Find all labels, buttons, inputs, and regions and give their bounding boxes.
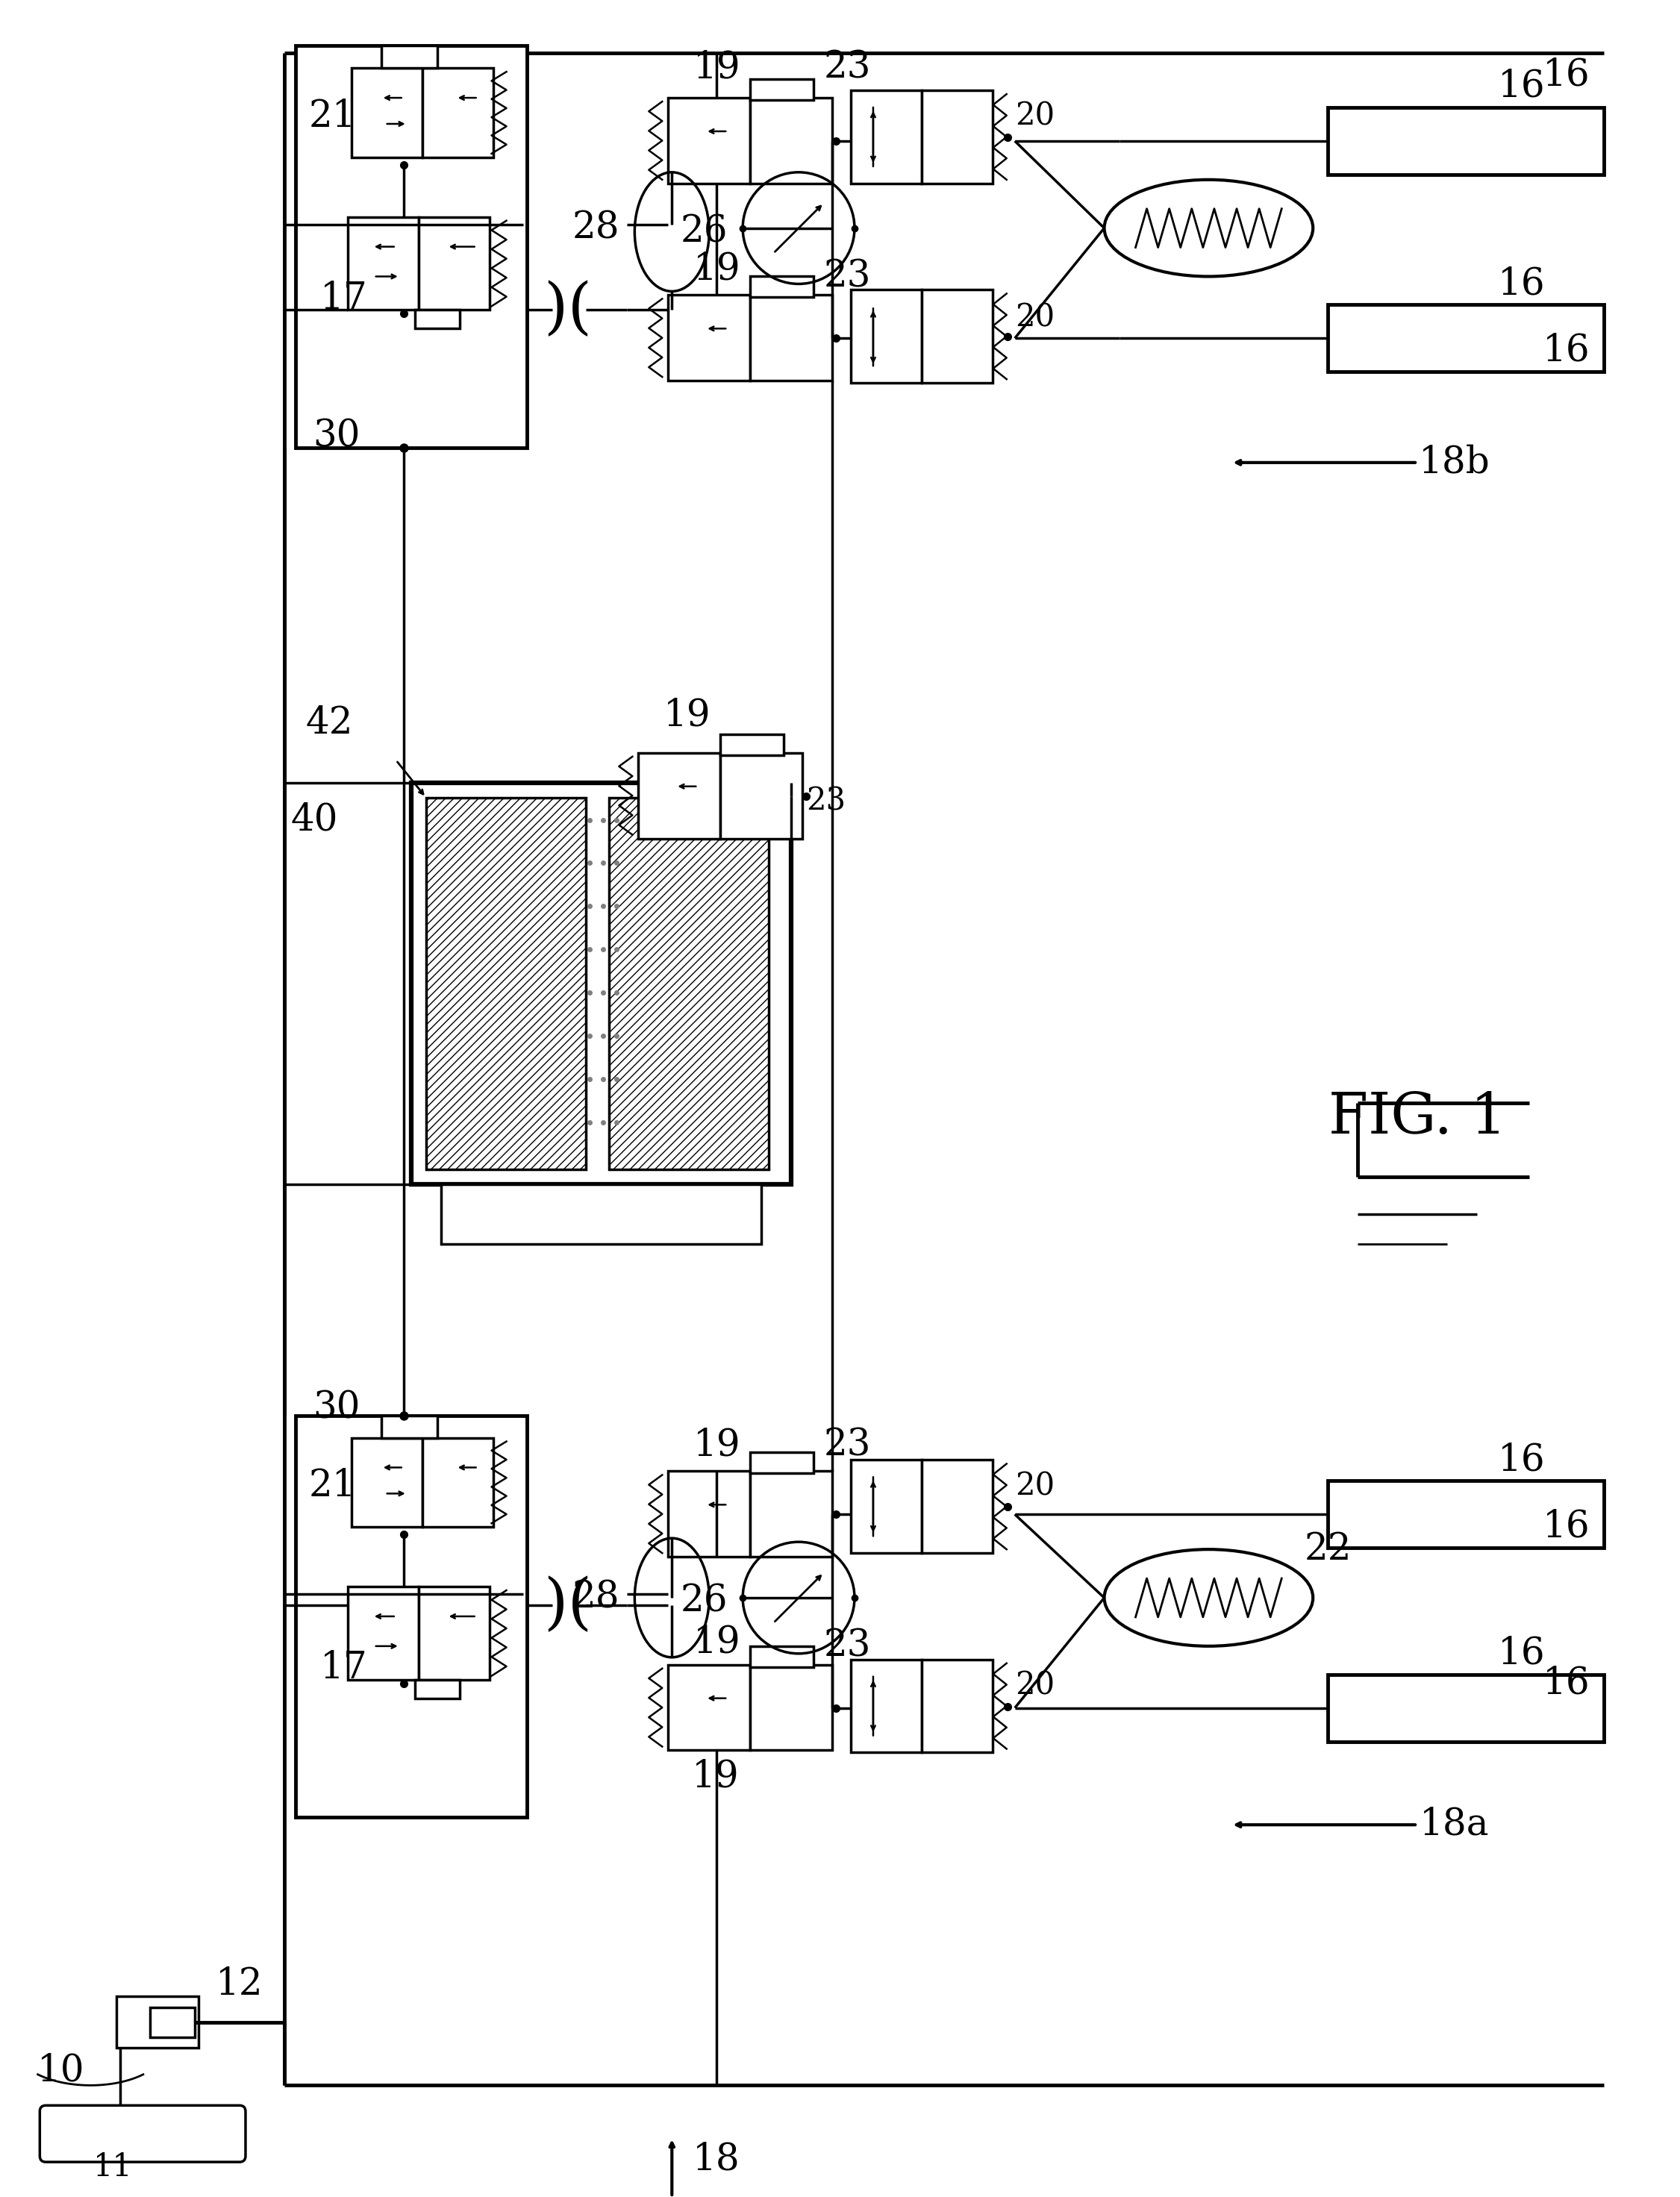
Text: 17: 17 [321,1650,368,1687]
Text: )(: )( [543,279,591,341]
Text: 23: 23 [823,1426,870,1463]
Text: 19: 19 [692,250,741,288]
Text: 30: 30 [312,1389,360,1426]
Text: 18: 18 [692,2142,741,2177]
Bar [1327,1674,1604,1742]
Bar [751,99,832,182]
Text: 16: 16 [1499,266,1546,303]
Bar [751,277,813,297]
Text: 20: 20 [1015,101,1055,132]
Text: 42: 42 [306,705,353,743]
Bar [669,1472,751,1558]
Text: 23: 23 [823,1628,870,1665]
Bar [922,1659,993,1753]
Bar [751,294,832,380]
Bar [850,1659,922,1753]
Text: 18a: 18a [1420,1806,1490,1843]
Text: 19: 19 [692,51,741,86]
Text: 16: 16 [1499,68,1546,105]
Bar [638,754,721,839]
Bar [1327,1481,1604,1549]
Bar [422,1437,492,1527]
Bar [116,1997,198,2048]
Text: 11: 11 [92,2151,133,2184]
Text: 20: 20 [1015,1470,1055,1503]
Bar [418,1586,489,1681]
Text: 19: 19 [692,1758,739,1795]
Text: 19: 19 [692,1624,741,1661]
Bar [669,294,751,380]
Text: 18b: 18b [1420,444,1490,481]
Bar [922,1461,993,1553]
Text: 19: 19 [692,1426,741,1463]
Bar [751,1646,813,1668]
Text: 17: 17 [321,281,368,316]
Bar [296,46,526,448]
Bar [850,90,922,182]
Text: 20: 20 [1015,1670,1055,1700]
Text: 16: 16 [1499,1441,1546,1479]
Bar [412,782,791,1184]
Bar [850,290,922,382]
Text: 28: 28 [573,1580,620,1617]
Bar [422,68,492,158]
Text: 23: 23 [806,787,845,817]
Bar [351,68,422,158]
Text: 23: 23 [823,51,870,86]
Text: 16: 16 [1542,332,1591,369]
Text: 16: 16 [1499,1635,1546,1672]
Bar [381,1415,437,1437]
Bar [1327,108,1604,174]
Bar [150,2008,195,2037]
Bar [850,1461,922,1553]
Bar [415,1681,459,1698]
Bar [1327,305,1604,371]
FancyBboxPatch shape [40,2105,245,2162]
Text: 26: 26 [680,213,727,250]
Bar [751,1452,813,1474]
Bar [669,99,751,182]
Bar [751,1472,832,1558]
Text: 10: 10 [37,2052,84,2089]
Text: 16: 16 [1542,1665,1591,1703]
Text: 19: 19 [664,696,711,734]
Text: 16: 16 [1542,57,1591,94]
Bar [922,90,993,182]
Text: 20: 20 [1015,301,1055,334]
Bar [751,1665,832,1751]
Text: 22: 22 [1304,1531,1352,1569]
Text: 30: 30 [312,417,360,455]
Bar [721,754,803,839]
Text: 21: 21 [309,1468,356,1505]
Text: 28: 28 [573,209,620,246]
Bar [427,798,586,1169]
Text: 12: 12 [215,1966,264,2004]
Bar [348,218,418,310]
Bar [608,798,768,1169]
Text: 21: 21 [309,99,356,134]
Text: 40: 40 [291,802,338,839]
Bar [669,1665,751,1751]
Bar [440,1184,761,1244]
Text: )(: )( [543,1575,591,1635]
Bar [922,290,993,382]
Bar [418,218,489,310]
Text: 23: 23 [823,257,870,294]
Bar [415,310,459,330]
Bar [351,1437,422,1527]
Bar [751,79,813,101]
Bar [348,1586,418,1681]
Text: 26: 26 [680,1584,727,1619]
Bar [721,734,785,756]
Text: 16: 16 [1542,1509,1591,1544]
Bar [296,1415,526,1817]
Text: FIG. 1: FIG. 1 [1329,1090,1507,1145]
Bar [381,46,437,68]
